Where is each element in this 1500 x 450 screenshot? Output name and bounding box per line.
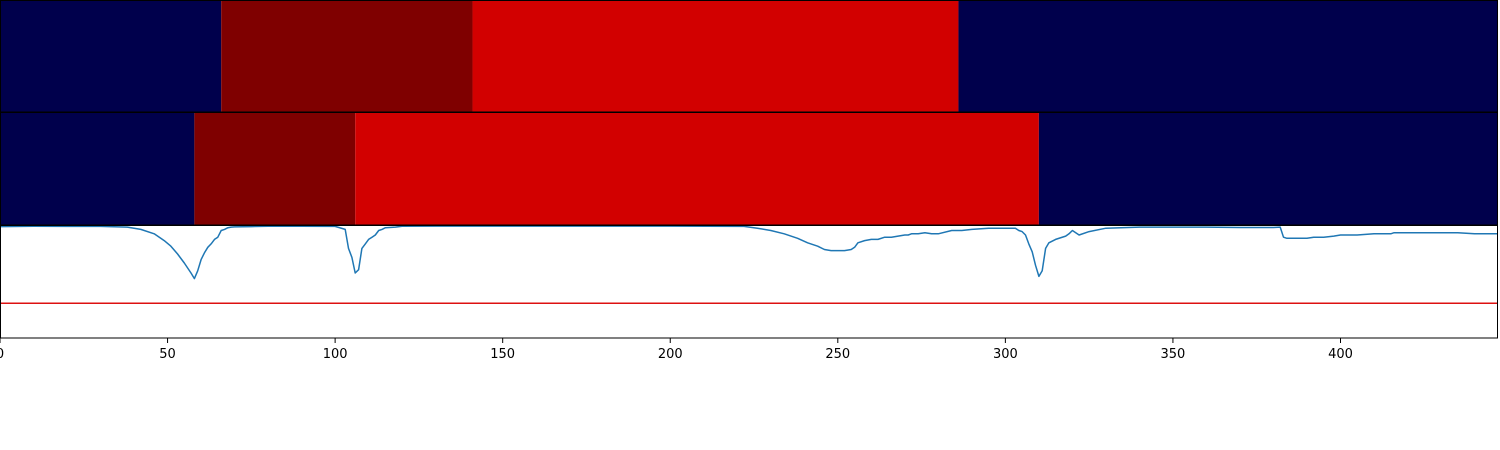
heatmap-segment-3 <box>958 1 1498 112</box>
panel-frame-2 <box>0 225 1498 339</box>
x-tick-label-4: 200 <box>658 347 683 362</box>
signal-line-panel <box>0 225 1498 305</box>
signal-series-line <box>0 225 1498 280</box>
heatmap-segment-3 <box>1038 113 1498 225</box>
middle-heatmap-band <box>0 113 1498 225</box>
x-tick-label-6: 300 <box>993 347 1018 362</box>
x-tick-label-5: 250 <box>825 347 850 362</box>
x-tick-label-3: 150 <box>490 347 515 362</box>
x-axis: 0 50 100 150 200 250 300 350 400 <box>0 338 1353 362</box>
x-tick-label-2: 100 <box>323 347 348 362</box>
heatmap-segment-1 <box>221 1 473 112</box>
heatmap-segment-1 <box>194 113 356 225</box>
heatmap-segment-2 <box>472 1 959 112</box>
panel-frames <box>0 0 1498 339</box>
heatmap-segment-2 <box>355 113 1039 225</box>
x-tick-label-8: 400 <box>1328 347 1353 362</box>
x-tick-label-7: 350 <box>1161 347 1186 362</box>
heatmap-segment-0 <box>0 113 195 225</box>
x-tick-label-0: 0 <box>0 347 4 362</box>
top-heatmap-band <box>0 1 1498 112</box>
heatmap-segment-0 <box>0 1 222 112</box>
x-tick-label-1: 50 <box>159 347 176 362</box>
